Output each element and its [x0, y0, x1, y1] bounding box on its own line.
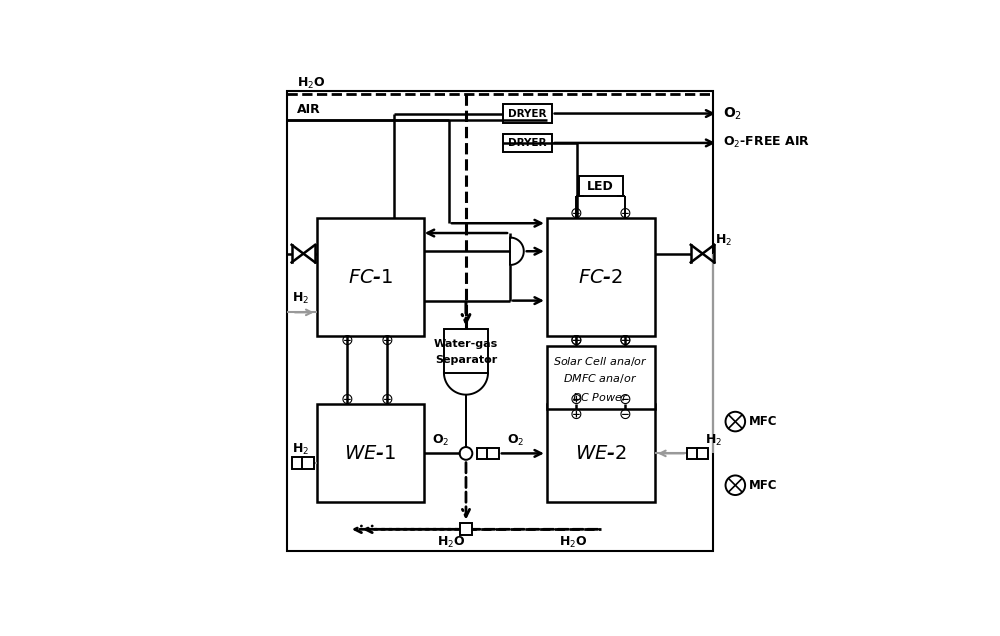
Text: AIR: AIR	[297, 104, 321, 116]
Text: H$_2$: H$_2$	[292, 291, 309, 307]
Text: $\mathit{FC}$-$\mathit{2}$: $\mathit{FC}$-$\mathit{2}$	[578, 268, 623, 287]
Text: $\mathit{Solar\ Cell\ ana/or}$: $\mathit{Solar\ Cell\ ana/or}$	[553, 355, 648, 368]
Text: ⊖: ⊖	[619, 392, 632, 407]
FancyBboxPatch shape	[317, 404, 424, 502]
FancyBboxPatch shape	[547, 218, 655, 336]
Text: H$_2$O: H$_2$O	[559, 535, 588, 550]
Text: ⊖: ⊖	[619, 333, 632, 349]
Text: ⊕: ⊕	[380, 392, 393, 407]
Text: ⊕: ⊕	[569, 333, 582, 349]
Text: DRYER: DRYER	[508, 138, 546, 148]
FancyBboxPatch shape	[579, 176, 623, 197]
Text: H$_2$O: H$_2$O	[437, 535, 466, 550]
Text: H$_2$O: H$_2$O	[297, 76, 326, 90]
Bar	[487, 448, 499, 459]
Text: ⊕: ⊕	[569, 407, 582, 422]
Text: ⊖: ⊖	[619, 407, 632, 422]
Text: ⊖: ⊖	[340, 392, 353, 407]
Bar	[477, 448, 489, 459]
FancyBboxPatch shape	[287, 91, 713, 551]
Text: $\mathit{WE}$-$\mathit{2}$: $\mathit{WE}$-$\mathit{2}$	[575, 444, 627, 463]
Text: ⊖: ⊖	[619, 206, 632, 221]
FancyBboxPatch shape	[503, 134, 552, 152]
FancyBboxPatch shape	[547, 404, 655, 502]
Text: MFC: MFC	[749, 479, 778, 492]
Text: Separator: Separator	[435, 356, 497, 365]
Text: H$_2$: H$_2$	[715, 233, 732, 248]
FancyBboxPatch shape	[317, 218, 424, 336]
Bar	[697, 448, 708, 459]
Text: $\mathit{DC\ Power}$: $\mathit{DC\ Power}$	[572, 391, 629, 403]
Bar	[292, 457, 304, 469]
Text: O$_2$: O$_2$	[507, 432, 525, 448]
Text: LED: LED	[587, 179, 614, 193]
Bar	[302, 457, 314, 469]
Text: Water-gas: Water-gas	[434, 339, 498, 349]
Text: MFC: MFC	[749, 415, 778, 428]
Text: O$_2$: O$_2$	[723, 106, 742, 121]
Text: $\mathit{FC}$-$\mathit{1}$: $\mathit{FC}$-$\mathit{1}$	[348, 268, 393, 287]
Text: ⊖: ⊖	[340, 333, 353, 349]
Text: ⊕: ⊕	[569, 206, 582, 221]
Text: O$_2$: O$_2$	[432, 432, 449, 448]
FancyBboxPatch shape	[503, 104, 552, 123]
Text: $\mathit{DMFC\ ana/or}$: $\mathit{DMFC\ ana/or}$	[563, 372, 638, 385]
Bar	[460, 523, 472, 535]
Text: $\mathit{WE}$-$\mathit{1}$: $\mathit{WE}$-$\mathit{1}$	[344, 444, 397, 463]
Text: O$_2$-FREE AIR: O$_2$-FREE AIR	[723, 135, 810, 151]
Text: H$_2$: H$_2$	[705, 432, 722, 448]
Text: ⊕: ⊕	[380, 333, 393, 349]
Text: ⊖: ⊖	[619, 333, 632, 349]
Text: ⊕: ⊕	[569, 392, 582, 407]
Text: DRYER: DRYER	[508, 109, 546, 118]
Text: ⊕: ⊕	[569, 333, 582, 349]
FancyBboxPatch shape	[444, 329, 488, 373]
Text: H$_2$: H$_2$	[292, 442, 309, 457]
FancyBboxPatch shape	[547, 346, 655, 410]
Bar	[687, 448, 699, 459]
